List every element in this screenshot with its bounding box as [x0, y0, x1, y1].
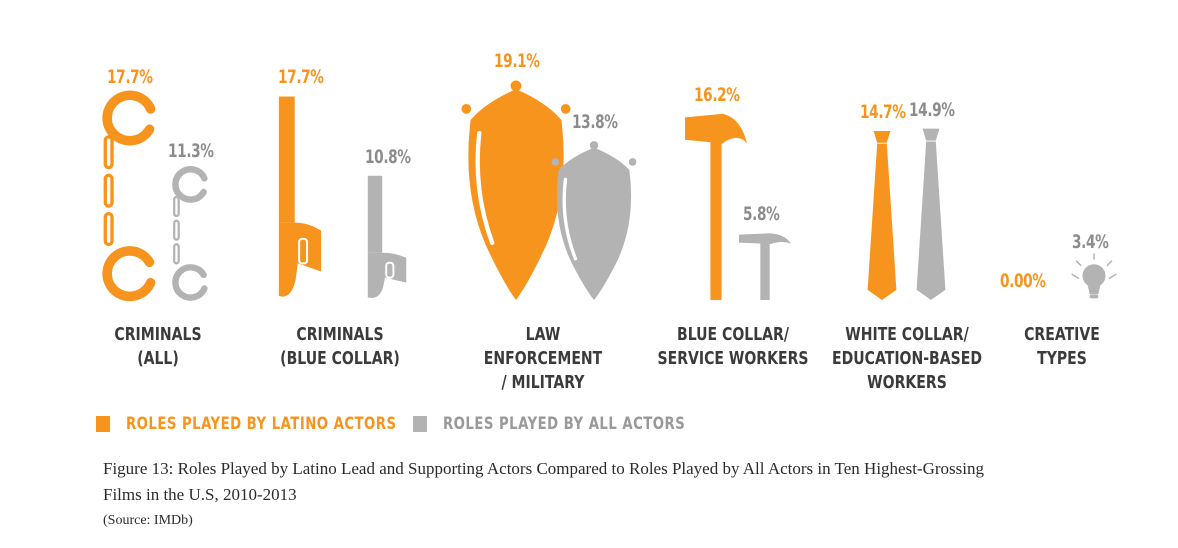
all-pistol-icon	[367, 175, 407, 298]
value-label: 0.00%	[1000, 270, 1046, 292]
value-label: 17.7%	[107, 66, 153, 89]
category-group	[461, 80, 637, 300]
legend-swatch-latino	[96, 416, 110, 432]
icon-chart-area	[102, 80, 1117, 302]
legend-label-latino: ROLES PLAYED BY LATINO ACTORS	[126, 414, 397, 434]
category-group	[1071, 253, 1117, 299]
all-hammer-icon	[739, 233, 791, 300]
value-label: 11.3%	[168, 140, 214, 163]
latino-pistol-icon	[278, 96, 322, 297]
category-label: WHITE COLLAR/ EDUCATION-BASED WORKERS	[832, 324, 982, 393]
figure-caption-line1: Figure 13: Roles Played by Latino Lead a…	[103, 459, 984, 478]
value-label: 14.7%	[860, 100, 906, 123]
category-group	[278, 96, 407, 298]
value-label: 19.1%	[494, 50, 540, 73]
latino-handcuffs-icon	[102, 90, 156, 302]
legend-label-all: ROLES PLAYED BY ALL ACTORS	[443, 414, 686, 434]
legend-swatch-all	[413, 416, 427, 432]
figure-source: (Source: IMDb)	[103, 513, 193, 528]
all-lightbulb-icon	[1071, 253, 1117, 299]
category-group	[102, 90, 208, 302]
value-label: 13.8%	[572, 111, 618, 134]
value-label: 17.7%	[278, 66, 324, 89]
value-label: 10.8%	[365, 145, 411, 168]
category-label: CREATIVE TYPES	[1024, 324, 1100, 369]
figure-caption-line2: Films in the U.S, 2010-2013	[103, 485, 297, 504]
category-label: CRIMINALS (ALL)	[114, 324, 202, 369]
latino-shield-icon	[461, 80, 571, 300]
all-necktie-icon	[916, 128, 946, 300]
category-label: BLUE COLLAR/ SERVICE WORKERS	[657, 324, 809, 369]
latino-necktie-icon	[867, 130, 897, 300]
latino-hammer-icon	[685, 113, 747, 300]
all-shield-icon	[551, 141, 637, 300]
all-handcuffs-icon	[172, 166, 208, 301]
category-label: CRIMINALS (BLUE COLLAR)	[280, 324, 400, 369]
value-label: 3.4%	[1072, 230, 1109, 253]
value-label: 5.8%	[743, 203, 780, 226]
category-group	[867, 128, 946, 300]
category-label: LAW ENFORCEMENT / MILITARY	[483, 324, 603, 393]
value-label: 16.2%	[694, 83, 740, 106]
value-label: 14.9%	[909, 98, 955, 121]
category-group	[685, 113, 791, 300]
